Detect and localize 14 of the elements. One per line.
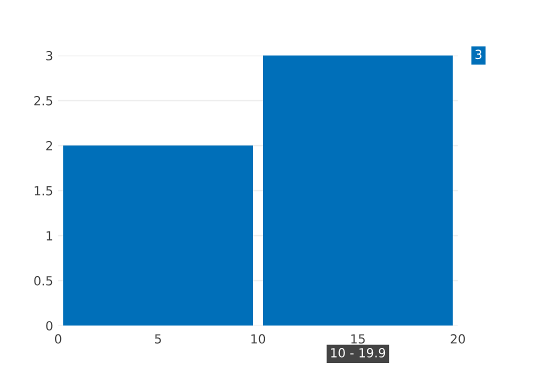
y-tick-label: 1.5 <box>34 186 52 196</box>
x-tick-label: 20 <box>450 334 465 344</box>
x-tick-label: 0 <box>54 334 62 344</box>
x-tick-label: 15 <box>351 334 365 344</box>
y-tick-label: 1 <box>46 231 52 240</box>
x-tick-label: 5 <box>155 334 161 344</box>
y-tick-label: 0 <box>46 321 52 331</box>
y-tick-label: 2 <box>46 141 52 150</box>
y-tick-label: 3 <box>46 50 52 60</box>
annotation: 10 - 19.9 <box>331 348 386 358</box>
x-tick-label: 10 <box>251 334 266 344</box>
y-tick-label: 2.5 <box>34 96 52 106</box>
annotation: 3 <box>475 50 482 60</box>
y-tick-label: 0.5 <box>34 276 52 286</box>
